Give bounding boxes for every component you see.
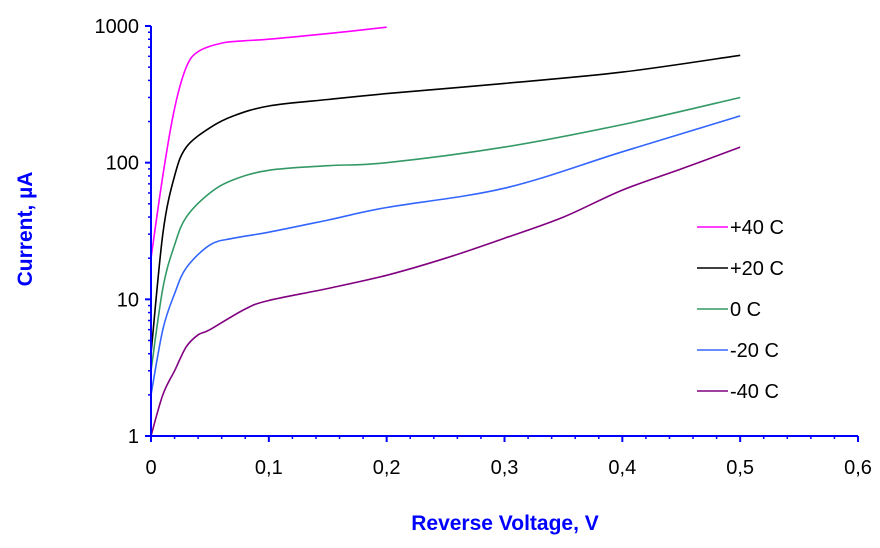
series-line-40c [150, 26, 387, 259]
x-tick-label: 0,3 [491, 457, 519, 479]
y-tick-label: 1 [128, 426, 139, 448]
x-tick-label: 0,1 [255, 457, 283, 479]
x-axis-label: Reverse Voltage, V [411, 512, 599, 535]
series-line-20c [150, 115, 741, 396]
legend-label: -40 C [730, 381, 779, 403]
axes [145, 25, 859, 442]
x-tick-label: 0,6 [844, 457, 872, 479]
tick-labels: 1 10 100 1000 0 0,1 0,2 0,3 0,4 0,5 0,6 [95, 16, 872, 479]
x-tick-label: 0 [145, 457, 156, 479]
series-line-20c [150, 54, 741, 354]
legend-label: +40 C [730, 217, 784, 239]
legend-label: -20 C [730, 340, 779, 362]
y-tick-label: 100 [106, 153, 139, 175]
y-tick-label: 1000 [95, 16, 140, 38]
plot-lines [150, 26, 741, 437]
x-tick-label: 0,2 [373, 457, 401, 479]
x-tick-label: 0,4 [608, 457, 636, 479]
series-line-0c [150, 96, 741, 371]
series-line-40c [150, 146, 741, 437]
y-tick-label: 10 [117, 289, 139, 311]
legend: +40 C +20 C 0 C -20 C -40 C [697, 217, 784, 403]
legend-label: 0 C [730, 299, 761, 321]
x-tick-label: 0,5 [726, 457, 754, 479]
y-axis-label: Current, µA [14, 172, 37, 287]
legend-label: +20 C [730, 258, 784, 280]
